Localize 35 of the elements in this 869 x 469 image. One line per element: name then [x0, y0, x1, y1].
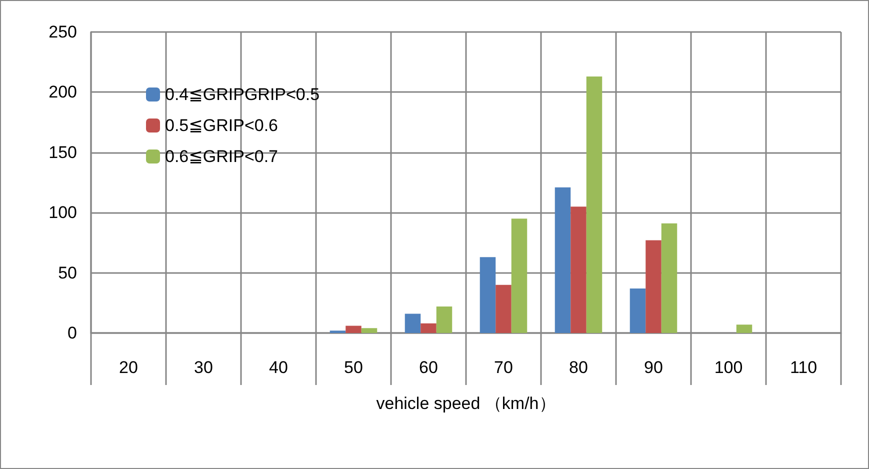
x-tick-label: 50 — [344, 358, 363, 377]
bar — [586, 76, 602, 333]
x-tick-label: 110 — [790, 358, 818, 377]
bar — [646, 240, 662, 333]
y-tick-label: 50 — [58, 263, 77, 282]
y-tick-label: 0 — [68, 324, 77, 342]
bar — [511, 218, 528, 333]
x-tick-label: 40 — [269, 358, 288, 377]
bar — [420, 323, 436, 333]
bar — [346, 326, 362, 333]
bar — [570, 206, 586, 333]
bar — [736, 324, 752, 333]
x-tick-label: 70 — [494, 358, 513, 377]
x-axis-title: vehicle speed （km/h） — [376, 394, 556, 413]
bar — [361, 328, 378, 333]
y-tick-label: 200 — [48, 82, 77, 102]
x-tick-label: 20 — [119, 358, 138, 377]
y-tick-label: 150 — [48, 142, 77, 162]
legend-label: 0.6≦GRIP<0.7 — [165, 147, 278, 166]
bar — [480, 257, 496, 333]
bar — [554, 187, 571, 333]
x-tick-label: 60 — [419, 358, 438, 377]
bar — [630, 288, 646, 333]
legend-label: 0.5≦GRIP<0.6 — [165, 116, 278, 135]
x-tick-label: 80 — [569, 358, 588, 377]
y-tick-label: 250 — [48, 22, 77, 42]
bar — [661, 223, 678, 333]
x-tick-label: 100 — [714, 358, 743, 377]
y-tick-label: 100 — [48, 203, 77, 222]
bar — [496, 284, 512, 333]
x-tick-label: 90 — [644, 358, 663, 377]
x-tick-label: 30 — [194, 358, 213, 377]
bar — [404, 314, 421, 333]
bar — [436, 306, 452, 333]
legend-label: 0.4≦GRIPGRIP<0.5 — [165, 85, 320, 104]
